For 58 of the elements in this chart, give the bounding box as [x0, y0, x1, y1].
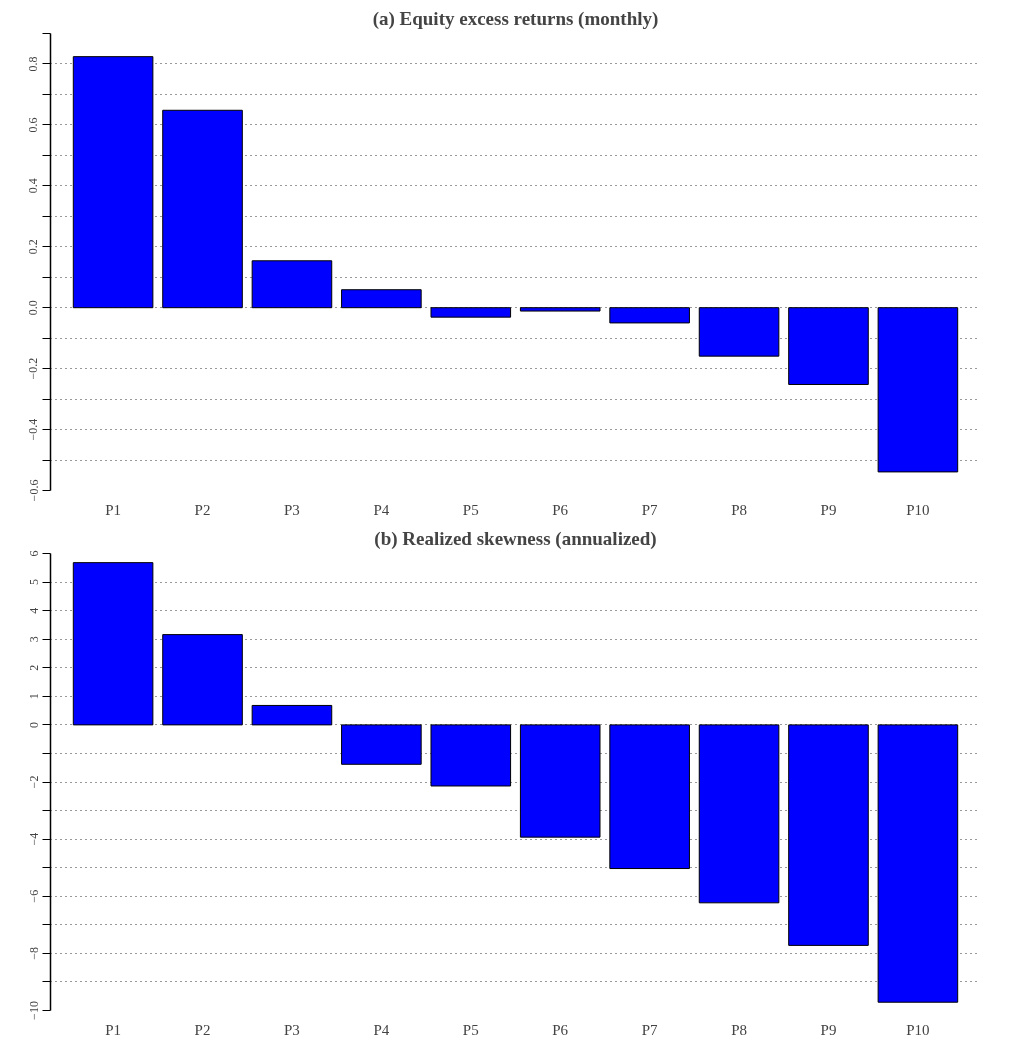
x-tick-label: P7: [641, 501, 659, 518]
y-tick-label: −4: [26, 832, 41, 846]
y-tick-label: −6: [26, 889, 41, 903]
x-tick-label: P7: [641, 1021, 659, 1038]
bar: [788, 724, 869, 946]
chart-title: (b) Realized skewness (annualized): [374, 527, 657, 550]
y-tick-label: −2: [26, 775, 41, 789]
bar: [788, 307, 869, 385]
y-tick-label: 0.8: [26, 56, 41, 72]
x-tick-label: P3: [284, 501, 300, 518]
y-tick-label: 5: [26, 579, 41, 586]
bar: [430, 724, 512, 787]
bar: [698, 307, 780, 357]
y-tick-label: −0.6: [26, 479, 41, 502]
y-tick-label: 3: [26, 636, 41, 643]
x-tick-label: P1: [105, 1021, 122, 1038]
y-tick-label: 2: [26, 664, 41, 671]
bar: [519, 724, 601, 838]
y-tick-label: −0.2: [26, 357, 41, 380]
y-tick-label: 1: [26, 693, 41, 700]
x-tick-label: P4: [373, 501, 390, 518]
x-tick-label: P10: [906, 1021, 930, 1038]
y-tick-label: 0.0: [26, 300, 41, 316]
x-tick-label: P1: [105, 501, 122, 518]
x-tick-label: P8: [731, 501, 747, 518]
bar: [430, 307, 512, 318]
bar: [251, 260, 333, 309]
bar: [519, 307, 601, 312]
chart-title: (a) Equity excess returns (monthly): [372, 7, 659, 30]
x-tick-label: P6: [552, 501, 569, 518]
bar: [162, 634, 243, 726]
y-tick-label: 4: [26, 607, 41, 614]
bar: [341, 289, 422, 309]
x-tick-label: P2: [194, 1021, 211, 1038]
x-tick-label: P8: [731, 1021, 747, 1038]
x-tick-label: P10: [906, 501, 930, 518]
bar: [341, 724, 422, 765]
bar: [251, 704, 333, 726]
x-tick-label: P2: [194, 501, 211, 518]
y-tick-label: 6: [26, 550, 41, 557]
y-tick-label: 0.2: [26, 239, 41, 255]
bar: [609, 724, 690, 870]
bar: [162, 109, 243, 309]
y-tick-label: 0.6: [26, 117, 41, 133]
bar: [698, 724, 780, 904]
x-tick-label: P5: [462, 1021, 479, 1038]
x-tick-label: P5: [462, 501, 479, 518]
x-tick-label: P9: [820, 501, 837, 518]
x-tick-label: P4: [373, 1021, 390, 1038]
bar: [609, 307, 690, 324]
y-tick-label: −10: [26, 1001, 41, 1020]
x-tick-label: P6: [552, 1021, 569, 1038]
x-tick-label: P3: [284, 1021, 300, 1038]
y-tick-label: 0: [26, 721, 41, 728]
y-tick-label: 0.4: [26, 178, 41, 194]
y-tick-label: −8: [26, 946, 41, 960]
x-tick-label: P9: [820, 1021, 837, 1038]
y-tick-label: −0.4: [26, 418, 41, 441]
